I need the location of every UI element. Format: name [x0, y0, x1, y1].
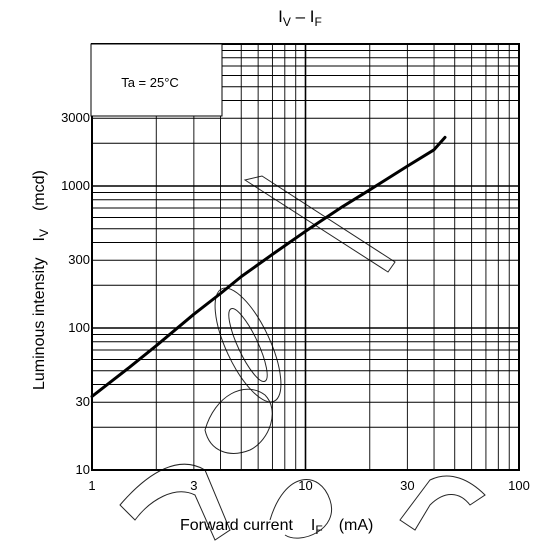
- x-axis-label: Forward current IF (mA): [180, 517, 373, 537]
- x-axis-unit: (mA): [339, 517, 374, 534]
- y-tick-label: 10: [76, 462, 90, 477]
- y-axis-symbol: I: [31, 237, 48, 241]
- x-tick-label: 3: [190, 478, 197, 493]
- y-tick-label: 100: [68, 320, 90, 335]
- x-tick-label: 1: [88, 478, 95, 493]
- x-tick-labels: 1 3 10 30 100: [88, 478, 529, 493]
- x-tick-label: 100: [508, 478, 530, 493]
- annotation-box: Ta = 25°C: [90, 43, 223, 117]
- y-tick-label: 30: [76, 394, 90, 409]
- title-main: I: [278, 7, 283, 26]
- y-axis-unit: (mcd): [31, 170, 48, 211]
- title-sub1: V: [283, 15, 291, 29]
- x-axis-symbol-sub: F: [315, 523, 322, 537]
- x-axis-symbol: I: [311, 517, 315, 534]
- plot-frame: [91, 43, 520, 471]
- y-tick-label: 300: [68, 252, 90, 267]
- watermark: [119, 175, 486, 541]
- title-sub2: F: [315, 15, 322, 29]
- title-dash: –: [291, 7, 310, 26]
- chart-title: IV – IF: [278, 7, 322, 29]
- x-tick-label: 10: [298, 478, 312, 493]
- y-axis-label: Luminous intensity IV (mcd): [31, 170, 51, 390]
- y-tick-label: 3000: [61, 110, 90, 125]
- title-main2: I: [310, 7, 315, 26]
- x-tick-label: 30: [400, 478, 414, 493]
- y-axis-label-text: Luminous intensity: [31, 257, 48, 390]
- x-axis-label-text: Forward current: [180, 517, 293, 534]
- y-tick-labels: 10 30 100 300 1000 3000: [61, 110, 90, 477]
- annotation-text: Ta = 25°C: [121, 75, 179, 90]
- y-axis-symbol-sub: V: [37, 229, 51, 237]
- y-tick-label: 1000: [61, 178, 90, 193]
- series-line: [90, 135, 447, 398]
